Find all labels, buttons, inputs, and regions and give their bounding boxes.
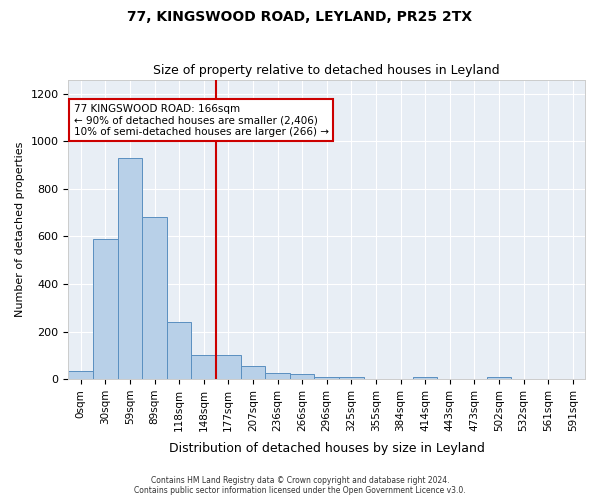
- Bar: [167, 322, 191, 379]
- Bar: [93, 239, 118, 379]
- Bar: [413, 376, 437, 379]
- Bar: [241, 366, 265, 379]
- Bar: [265, 373, 290, 379]
- Bar: [118, 158, 142, 379]
- Bar: [142, 218, 167, 379]
- Text: 77, KINGSWOOD ROAD, LEYLAND, PR25 2TX: 77, KINGSWOOD ROAD, LEYLAND, PR25 2TX: [127, 10, 473, 24]
- Text: Contains HM Land Registry data © Crown copyright and database right 2024.
Contai: Contains HM Land Registry data © Crown c…: [134, 476, 466, 495]
- X-axis label: Distribution of detached houses by size in Leyland: Distribution of detached houses by size …: [169, 442, 485, 455]
- Title: Size of property relative to detached houses in Leyland: Size of property relative to detached ho…: [154, 64, 500, 77]
- Bar: [487, 376, 511, 379]
- Bar: [216, 356, 241, 379]
- Y-axis label: Number of detached properties: Number of detached properties: [15, 142, 25, 317]
- Bar: [191, 356, 216, 379]
- Bar: [68, 370, 93, 379]
- Bar: [290, 374, 314, 379]
- Bar: [314, 376, 339, 379]
- Text: 77 KINGSWOOD ROAD: 166sqm
← 90% of detached houses are smaller (2,406)
10% of se: 77 KINGSWOOD ROAD: 166sqm ← 90% of detac…: [74, 104, 329, 136]
- Bar: [339, 376, 364, 379]
